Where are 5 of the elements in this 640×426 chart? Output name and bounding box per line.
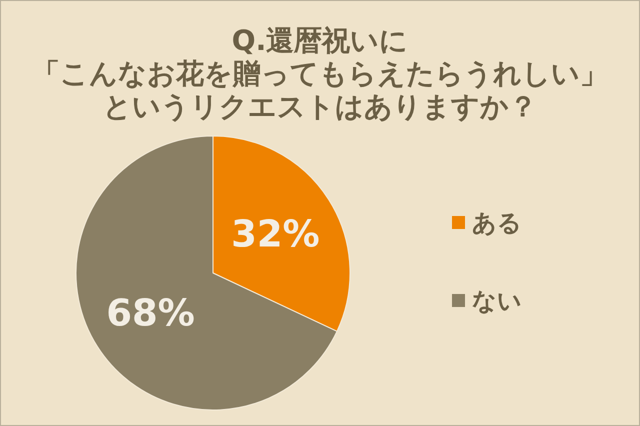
- title: Q.還暦祝いに「こんなお花を贈ってもらえたらうれしい」というリクエストはありますか？: [31, 24, 609, 123]
- legend-label: ある: [472, 209, 522, 237]
- data-label: 32%: [231, 212, 320, 256]
- data-label: 68%: [106, 292, 195, 335]
- legend-label: ない: [472, 287, 522, 315]
